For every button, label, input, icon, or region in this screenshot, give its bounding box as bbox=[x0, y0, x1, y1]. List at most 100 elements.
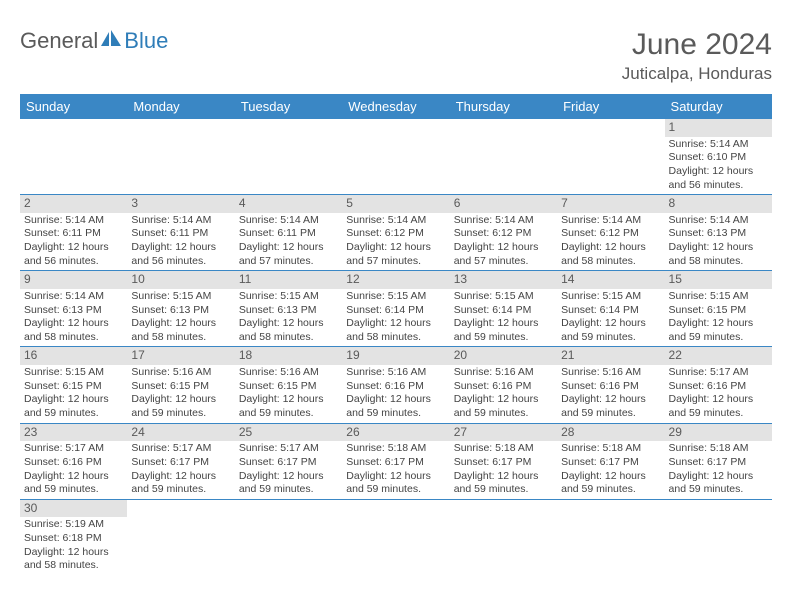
header: General Blue June 2024 Juticalpa, Hondur… bbox=[20, 28, 772, 84]
day-content: Sunrise: 5:16 AMSunset: 6:15 PMDaylight:… bbox=[127, 366, 234, 423]
weekday-header: Wednesday bbox=[342, 94, 449, 119]
weekday-header: Thursday bbox=[450, 94, 557, 119]
day-content: Sunrise: 5:15 AMSunset: 6:14 PMDaylight:… bbox=[450, 290, 557, 347]
calendar-cell: 25Sunrise: 5:17 AMSunset: 6:17 PMDayligh… bbox=[235, 423, 342, 499]
day-number: 12 bbox=[342, 271, 449, 289]
weekday-header: Sunday bbox=[20, 94, 127, 119]
day-number: 4 bbox=[235, 195, 342, 213]
calendar-cell: 8Sunrise: 5:14 AMSunset: 6:13 PMDaylight… bbox=[665, 195, 772, 271]
day-number: 6 bbox=[450, 195, 557, 213]
weekday-header: Friday bbox=[557, 94, 664, 119]
day-content: Sunrise: 5:18 AMSunset: 6:17 PMDaylight:… bbox=[557, 442, 664, 499]
day-content: Sunrise: 5:14 AMSunset: 6:13 PMDaylight:… bbox=[20, 290, 127, 347]
calendar-cell: 9Sunrise: 5:14 AMSunset: 6:13 PMDaylight… bbox=[20, 271, 127, 347]
calendar-cell: 24Sunrise: 5:17 AMSunset: 6:17 PMDayligh… bbox=[127, 423, 234, 499]
day-number: 5 bbox=[342, 195, 449, 213]
month-title: June 2024 bbox=[622, 28, 772, 62]
day-number: 18 bbox=[235, 347, 342, 365]
sail-icon bbox=[100, 28, 122, 54]
day-number: 24 bbox=[127, 424, 234, 442]
day-content: Sunrise: 5:14 AMSunset: 6:11 PMDaylight:… bbox=[235, 214, 342, 271]
day-number: 11 bbox=[235, 271, 342, 289]
calendar-cell-empty bbox=[20, 119, 127, 195]
day-number: 9 bbox=[20, 271, 127, 289]
day-content: Sunrise: 5:17 AMSunset: 6:17 PMDaylight:… bbox=[235, 442, 342, 499]
calendar-cell: 28Sunrise: 5:18 AMSunset: 6:17 PMDayligh… bbox=[557, 423, 664, 499]
day-number: 28 bbox=[557, 424, 664, 442]
day-content: Sunrise: 5:18 AMSunset: 6:17 PMDaylight:… bbox=[450, 442, 557, 499]
calendar-cell: 23Sunrise: 5:17 AMSunset: 6:16 PMDayligh… bbox=[20, 423, 127, 499]
calendar-cell: 5Sunrise: 5:14 AMSunset: 6:12 PMDaylight… bbox=[342, 195, 449, 271]
day-number: 3 bbox=[127, 195, 234, 213]
day-number: 22 bbox=[665, 347, 772, 365]
calendar-cell: 7Sunrise: 5:14 AMSunset: 6:12 PMDaylight… bbox=[557, 195, 664, 271]
day-content: Sunrise: 5:17 AMSunset: 6:16 PMDaylight:… bbox=[665, 366, 772, 423]
day-content: Sunrise: 5:16 AMSunset: 6:16 PMDaylight:… bbox=[342, 366, 449, 423]
calendar-cell: 1Sunrise: 5:14 AMSunset: 6:10 PMDaylight… bbox=[665, 119, 772, 195]
day-content: Sunrise: 5:14 AMSunset: 6:10 PMDaylight:… bbox=[665, 138, 772, 195]
calendar-cell: 11Sunrise: 5:15 AMSunset: 6:13 PMDayligh… bbox=[235, 271, 342, 347]
calendar-cell: 15Sunrise: 5:15 AMSunset: 6:15 PMDayligh… bbox=[665, 271, 772, 347]
calendar-cell: 18Sunrise: 5:16 AMSunset: 6:15 PMDayligh… bbox=[235, 347, 342, 423]
day-content: Sunrise: 5:15 AMSunset: 6:14 PMDaylight:… bbox=[557, 290, 664, 347]
calendar-cell-empty bbox=[342, 119, 449, 195]
day-content: Sunrise: 5:15 AMSunset: 6:15 PMDaylight:… bbox=[20, 366, 127, 423]
weekday-header: Monday bbox=[127, 94, 234, 119]
calendar-cell-empty bbox=[235, 499, 342, 575]
day-content: Sunrise: 5:14 AMSunset: 6:13 PMDaylight:… bbox=[665, 214, 772, 271]
calendar-cell-empty bbox=[342, 499, 449, 575]
day-content: Sunrise: 5:19 AMSunset: 6:18 PMDaylight:… bbox=[20, 518, 127, 575]
calendar-body: 1Sunrise: 5:14 AMSunset: 6:10 PMDaylight… bbox=[20, 119, 772, 575]
day-number: 7 bbox=[557, 195, 664, 213]
calendar-cell-empty bbox=[127, 119, 234, 195]
calendar-cell-empty bbox=[127, 499, 234, 575]
calendar-cell: 26Sunrise: 5:18 AMSunset: 6:17 PMDayligh… bbox=[342, 423, 449, 499]
calendar-row: 9Sunrise: 5:14 AMSunset: 6:13 PMDaylight… bbox=[20, 271, 772, 347]
calendar-cell: 4Sunrise: 5:14 AMSunset: 6:11 PMDaylight… bbox=[235, 195, 342, 271]
calendar-cell: 29Sunrise: 5:18 AMSunset: 6:17 PMDayligh… bbox=[665, 423, 772, 499]
day-content: Sunrise: 5:15 AMSunset: 6:14 PMDaylight:… bbox=[342, 290, 449, 347]
day-content: Sunrise: 5:14 AMSunset: 6:12 PMDaylight:… bbox=[342, 214, 449, 271]
calendar-cell: 3Sunrise: 5:14 AMSunset: 6:11 PMDaylight… bbox=[127, 195, 234, 271]
calendar-cell: 19Sunrise: 5:16 AMSunset: 6:16 PMDayligh… bbox=[342, 347, 449, 423]
day-number: 25 bbox=[235, 424, 342, 442]
calendar-cell-empty bbox=[557, 499, 664, 575]
day-number: 20 bbox=[450, 347, 557, 365]
day-number: 13 bbox=[450, 271, 557, 289]
weekday-header-row: SundayMondayTuesdayWednesdayThursdayFrid… bbox=[20, 94, 772, 119]
calendar-cell: 22Sunrise: 5:17 AMSunset: 6:16 PMDayligh… bbox=[665, 347, 772, 423]
day-content: Sunrise: 5:16 AMSunset: 6:16 PMDaylight:… bbox=[557, 366, 664, 423]
calendar-cell: 16Sunrise: 5:15 AMSunset: 6:15 PMDayligh… bbox=[20, 347, 127, 423]
brand-logo: General Blue bbox=[20, 28, 168, 54]
calendar-cell: 30Sunrise: 5:19 AMSunset: 6:18 PMDayligh… bbox=[20, 499, 127, 575]
day-content: Sunrise: 5:18 AMSunset: 6:17 PMDaylight:… bbox=[665, 442, 772, 499]
calendar-cell: 20Sunrise: 5:16 AMSunset: 6:16 PMDayligh… bbox=[450, 347, 557, 423]
calendar-cell: 10Sunrise: 5:15 AMSunset: 6:13 PMDayligh… bbox=[127, 271, 234, 347]
calendar-cell: 12Sunrise: 5:15 AMSunset: 6:14 PMDayligh… bbox=[342, 271, 449, 347]
day-content: Sunrise: 5:14 AMSunset: 6:12 PMDaylight:… bbox=[450, 214, 557, 271]
calendar-cell-empty bbox=[665, 499, 772, 575]
day-content: Sunrise: 5:18 AMSunset: 6:17 PMDaylight:… bbox=[342, 442, 449, 499]
calendar-table: SundayMondayTuesdayWednesdayThursdayFrid… bbox=[20, 94, 772, 575]
day-content: Sunrise: 5:15 AMSunset: 6:13 PMDaylight:… bbox=[235, 290, 342, 347]
day-content: Sunrise: 5:14 AMSunset: 6:12 PMDaylight:… bbox=[557, 214, 664, 271]
day-content: Sunrise: 5:15 AMSunset: 6:13 PMDaylight:… bbox=[127, 290, 234, 347]
day-number: 23 bbox=[20, 424, 127, 442]
calendar-cell: 2Sunrise: 5:14 AMSunset: 6:11 PMDaylight… bbox=[20, 195, 127, 271]
day-number: 2 bbox=[20, 195, 127, 213]
calendar-cell-empty bbox=[450, 119, 557, 195]
day-number: 27 bbox=[450, 424, 557, 442]
calendar-cell: 6Sunrise: 5:14 AMSunset: 6:12 PMDaylight… bbox=[450, 195, 557, 271]
calendar-row: 30Sunrise: 5:19 AMSunset: 6:18 PMDayligh… bbox=[20, 499, 772, 575]
day-content: Sunrise: 5:14 AMSunset: 6:11 PMDaylight:… bbox=[20, 214, 127, 271]
day-number: 26 bbox=[342, 424, 449, 442]
day-number: 8 bbox=[665, 195, 772, 213]
brand-part2: Blue bbox=[124, 28, 168, 54]
calendar-cell-empty bbox=[450, 499, 557, 575]
day-content: Sunrise: 5:16 AMSunset: 6:15 PMDaylight:… bbox=[235, 366, 342, 423]
calendar-cell: 17Sunrise: 5:16 AMSunset: 6:15 PMDayligh… bbox=[127, 347, 234, 423]
day-content: Sunrise: 5:17 AMSunset: 6:17 PMDaylight:… bbox=[127, 442, 234, 499]
day-number: 16 bbox=[20, 347, 127, 365]
day-content: Sunrise: 5:16 AMSunset: 6:16 PMDaylight:… bbox=[450, 366, 557, 423]
calendar-row: 1Sunrise: 5:14 AMSunset: 6:10 PMDaylight… bbox=[20, 119, 772, 195]
